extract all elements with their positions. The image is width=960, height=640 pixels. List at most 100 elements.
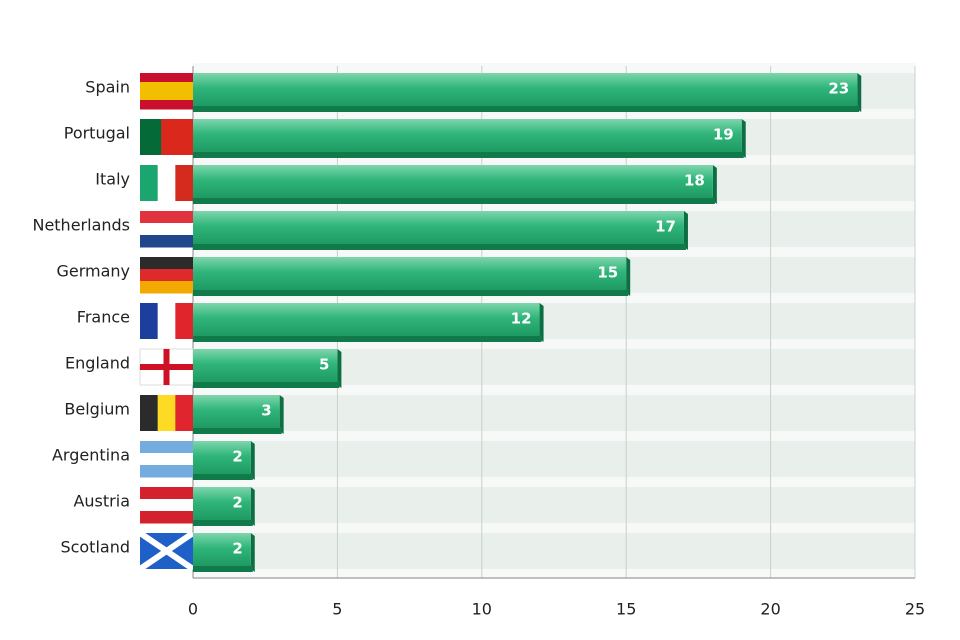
flag <box>140 465 193 478</box>
bar-side <box>857 73 862 112</box>
flag <box>140 73 193 83</box>
bar <box>193 533 251 566</box>
flag <box>140 223 193 236</box>
flag <box>140 441 193 454</box>
row-stripe <box>193 339 915 349</box>
flag <box>161 119 173 155</box>
bar <box>193 119 742 152</box>
bar-side <box>539 303 544 342</box>
value-label: 5 <box>319 356 329 374</box>
flag <box>140 82 193 92</box>
bar-shadow <box>193 151 744 158</box>
bar-shadow <box>193 427 282 434</box>
flag <box>182 119 194 155</box>
x-tick-label: 20 <box>760 600 780 619</box>
bar <box>193 441 251 474</box>
row-stripe <box>193 431 915 441</box>
y-tick-label: France <box>77 308 130 327</box>
bar <box>193 257 627 290</box>
bar-side <box>683 211 688 250</box>
bar-side <box>712 165 717 204</box>
row-stripe <box>193 385 915 395</box>
row-stripe <box>193 523 915 533</box>
flag <box>138 530 195 572</box>
flag <box>140 499 193 512</box>
flag <box>150 119 162 155</box>
bar-side <box>279 395 284 434</box>
row-stripe <box>193 201 915 211</box>
x-tick-label: 25 <box>905 600 925 619</box>
x-tick-label: 0 <box>188 600 198 619</box>
value-label: 15 <box>597 264 618 282</box>
flag <box>140 165 159 201</box>
y-tick-label: Scotland <box>60 538 130 557</box>
bar-side <box>250 487 255 526</box>
y-tick-label: Portugal <box>64 124 130 143</box>
x-tick-label: 10 <box>472 600 492 619</box>
value-label: 23 <box>828 80 849 98</box>
flag <box>140 511 193 524</box>
bar <box>193 349 338 382</box>
bar <box>193 303 540 336</box>
bar-shadow <box>193 335 542 342</box>
flag <box>140 269 193 282</box>
bar <box>193 487 251 520</box>
row-stripe <box>193 247 915 257</box>
bar-shadow <box>193 473 253 480</box>
bar-shadow <box>193 565 253 572</box>
y-tick-label: Belgium <box>64 400 130 419</box>
row-stripe <box>193 109 915 119</box>
bar <box>193 73 858 106</box>
row-stripe <box>193 569 915 579</box>
row-stripe <box>193 293 915 303</box>
flag <box>140 100 193 110</box>
bar-side <box>337 349 342 388</box>
x-tick-label: 5 <box>332 600 342 619</box>
value-label: 2 <box>232 540 242 558</box>
value-label: 3 <box>261 402 271 420</box>
y-tick-label: Italy <box>95 170 130 189</box>
bar-shadow <box>193 243 686 250</box>
flag <box>171 119 183 155</box>
flag <box>157 303 176 339</box>
bar <box>193 211 684 244</box>
flag <box>140 91 193 101</box>
flag <box>175 395 194 431</box>
y-tick-label: Netherlands <box>32 216 130 235</box>
flag <box>157 165 176 201</box>
value-label: 19 <box>713 126 734 144</box>
row-stripe <box>193 477 915 487</box>
value-label: 18 <box>684 172 705 190</box>
flag <box>140 487 193 500</box>
bar-side <box>626 257 631 296</box>
flag <box>140 119 152 155</box>
bar-shadow <box>193 289 629 296</box>
bar-side <box>250 441 255 480</box>
flag <box>157 395 176 431</box>
bar <box>193 395 280 428</box>
flag <box>140 453 193 466</box>
flag <box>140 235 193 248</box>
flag <box>175 165 194 201</box>
value-label: 17 <box>655 218 676 236</box>
y-tick-label: Spain <box>85 78 130 97</box>
flag <box>140 211 193 224</box>
flag <box>140 303 159 339</box>
row-stripe <box>193 63 915 73</box>
bar-shadow <box>193 519 253 526</box>
value-label: 2 <box>232 448 242 466</box>
flag <box>140 395 159 431</box>
row-stripe <box>193 155 915 165</box>
bar-side <box>741 119 746 158</box>
bar-shadow <box>193 381 340 388</box>
value-label: 2 <box>232 494 242 512</box>
x-tick-label: 15 <box>616 600 636 619</box>
value-label: 12 <box>511 310 532 328</box>
bar-side <box>250 533 255 572</box>
flag <box>140 281 193 294</box>
flag <box>140 257 193 270</box>
bar-shadow <box>193 105 860 112</box>
y-tick-label: Germany <box>56 262 130 281</box>
y-tick-label: Argentina <box>52 446 130 465</box>
bar-shadow <box>193 197 715 204</box>
